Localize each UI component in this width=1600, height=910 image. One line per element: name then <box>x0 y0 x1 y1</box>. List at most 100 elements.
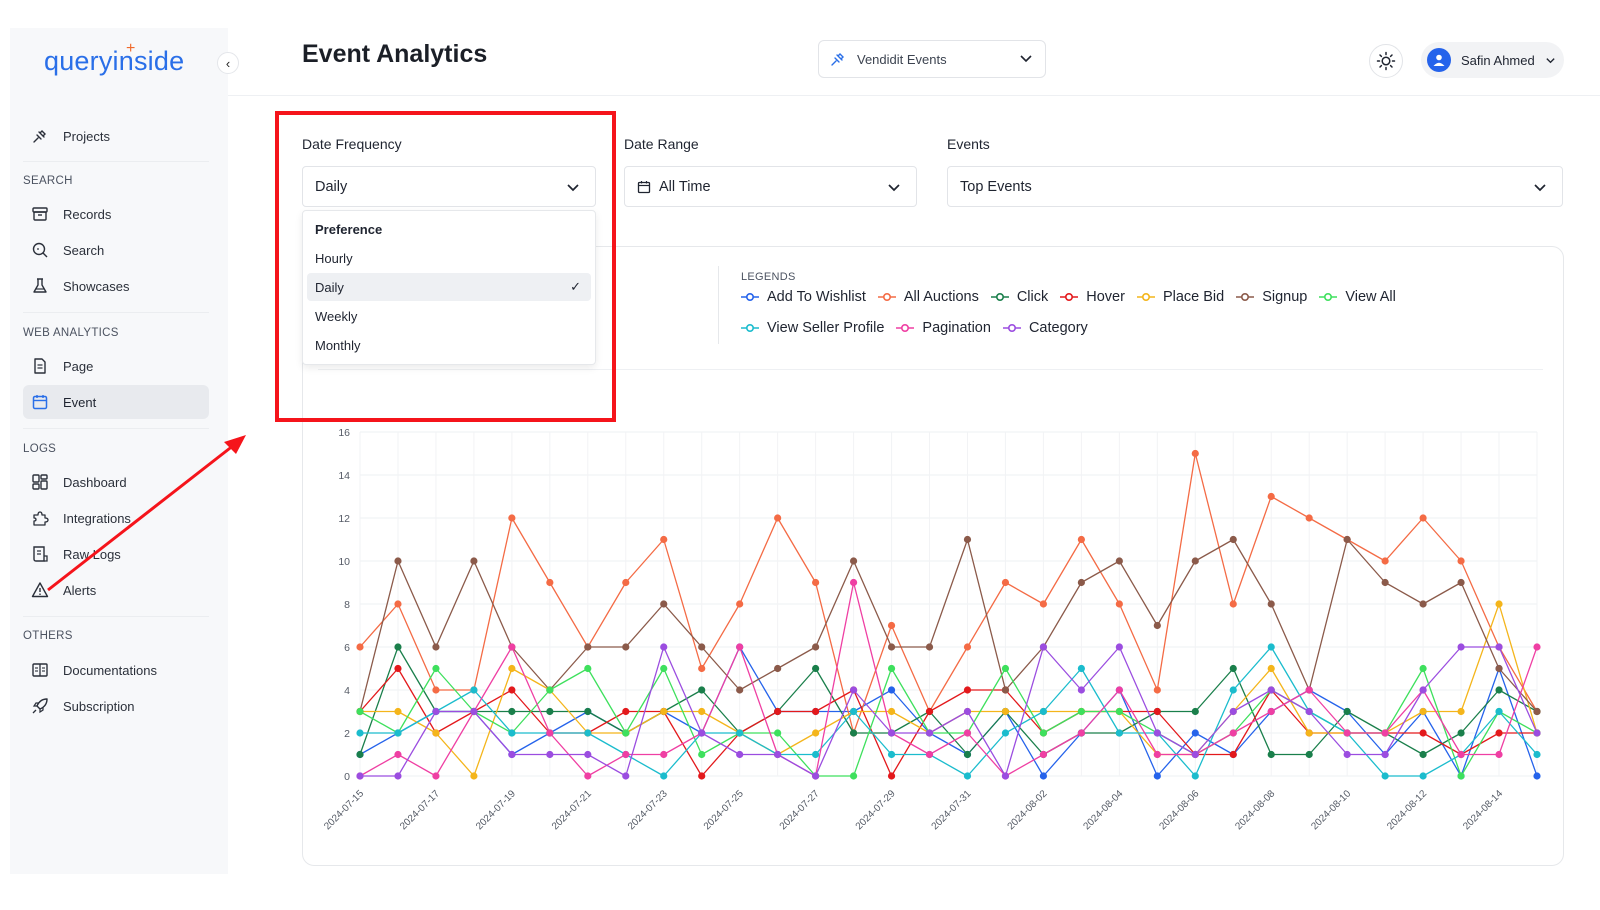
date-frequency-select[interactable]: Daily <box>302 166 596 207</box>
x-tick-label: 2024-07-17 <box>398 788 442 832</box>
dropdown-option-label: Daily <box>315 279 344 295</box>
legend-item[interactable]: Hover <box>1060 289 1125 305</box>
sidebar-item-page[interactable]: Page <box>23 349 209 383</box>
date-frequency-dropdown: Preference Hourly Daily ✓ Weekly Monthly <box>302 210 596 365</box>
data-point <box>356 643 364 651</box>
data-point <box>887 643 896 651</box>
data-point <box>1039 729 1048 737</box>
date-range-select[interactable]: All Time <box>624 166 917 207</box>
legend-title: LEGENDS <box>741 271 796 283</box>
data-point <box>812 664 820 673</box>
date-frequency-value: Daily <box>315 178 348 195</box>
chevron-down-icon <box>565 179 581 199</box>
sidebar-item-subscription[interactable]: Subscription <box>23 689 209 723</box>
data-point <box>1305 514 1313 522</box>
legend-marker-icon <box>990 292 1009 302</box>
sidebar-item-showcases[interactable]: Showcases <box>23 269 209 303</box>
user-menu-button[interactable]: Safin Ahmed <box>1421 42 1564 78</box>
data-point <box>1457 557 1465 565</box>
data-point <box>394 664 402 673</box>
data-point <box>925 750 934 759</box>
data-point <box>698 686 706 694</box>
sidebar-item-search[interactable]: Search <box>23 233 209 267</box>
data-point <box>584 664 592 673</box>
legend-marker-icon <box>1236 292 1255 302</box>
data-point <box>622 707 630 716</box>
data-point <box>1419 514 1427 522</box>
dropdown-option-monthly[interactable]: Monthly <box>307 331 591 359</box>
x-tick-label: 2024-08-02 <box>1006 788 1050 832</box>
data-point <box>1495 643 1503 651</box>
sidebar-item-event[interactable]: Event <box>23 385 209 419</box>
dropdown-option-label: Preference <box>315 221 383 237</box>
collapse-sidebar-button[interactable]: ‹ <box>217 52 239 74</box>
data-point <box>1419 686 1427 694</box>
legend-item[interactable]: Category <box>1002 320 1088 336</box>
y-tick-label: 0 <box>344 771 350 783</box>
data-point <box>1191 729 1199 737</box>
data-point <box>1381 772 1389 780</box>
data-point <box>1229 535 1237 544</box>
legend-item[interactable]: View Seller Profile <box>741 320 884 336</box>
sidebar-item-documentations[interactable]: Documentations <box>23 653 209 687</box>
sidebar-item-label: Projects <box>63 128 110 144</box>
theme-toggle-button[interactable] <box>1369 44 1403 78</box>
y-tick-label: 6 <box>344 642 350 654</box>
events-select[interactable]: Top Events <box>947 166 1563 207</box>
legend-item[interactable]: View All <box>1319 289 1396 305</box>
data-point <box>1343 729 1351 737</box>
x-tick-label: 2024-08-12 <box>1385 788 1429 832</box>
legend-item[interactable]: Place Bid <box>1136 289 1224 305</box>
data-point <box>925 643 934 651</box>
data-point <box>1077 729 1085 737</box>
data-point <box>1153 772 1161 780</box>
app-logo[interactable]: queryinside + <box>44 40 185 76</box>
legend-label: Pagination <box>922 320 991 336</box>
data-point <box>1305 750 1313 759</box>
data-point <box>1153 729 1161 737</box>
legend-marker-icon <box>741 323 759 333</box>
data-point <box>1115 686 1123 694</box>
dropdown-option-weekly[interactable]: Weekly <box>307 302 591 330</box>
sidebar-item-label: Showcases <box>63 278 130 294</box>
data-point <box>394 772 402 780</box>
legend-item[interactable]: Signup <box>1236 289 1307 305</box>
data-point <box>432 729 440 737</box>
legend-item[interactable]: Add To Wishlist <box>741 289 866 305</box>
x-tick-label: 2024-07-29 <box>854 788 898 832</box>
data-point <box>774 707 782 716</box>
project-select[interactable]: Vendidit Events <box>818 40 1046 78</box>
data-point <box>470 686 478 694</box>
file-icon <box>31 357 49 375</box>
data-point <box>774 729 782 737</box>
data-point <box>508 750 516 759</box>
y-tick-label: 14 <box>338 470 350 482</box>
data-point <box>660 535 668 544</box>
data-point <box>660 772 668 780</box>
legend-label: Click <box>1016 289 1049 305</box>
legend-item[interactable]: All Auctions <box>877 289 979 305</box>
events-label: Events <box>947 136 990 152</box>
data-point <box>1419 750 1427 759</box>
legend-item[interactable]: Pagination <box>896 320 991 336</box>
dropdown-option-preference[interactable]: Preference <box>307 215 591 243</box>
x-tick-label: 2024-07-23 <box>626 788 670 832</box>
dropdown-option-daily[interactable]: Daily ✓ <box>307 273 591 301</box>
data-point <box>1419 600 1427 608</box>
divider <box>23 428 209 429</box>
data-point <box>1533 707 1541 716</box>
data-point <box>1267 600 1275 608</box>
y-tick-label: 16 <box>338 427 350 439</box>
data-point <box>1305 707 1313 716</box>
data-point <box>1267 750 1275 759</box>
legend-marker-icon <box>741 292 759 302</box>
sidebar-item-projects[interactable]: Projects <box>23 119 209 153</box>
legend-item[interactable]: Click <box>990 289 1049 305</box>
sidebar-item-records[interactable]: Records <box>23 197 209 231</box>
data-point <box>508 686 516 694</box>
data-point <box>963 707 972 716</box>
dropdown-option-hourly[interactable]: Hourly <box>307 244 591 272</box>
data-point <box>432 686 440 694</box>
page-title: Event Analytics <box>302 40 488 68</box>
